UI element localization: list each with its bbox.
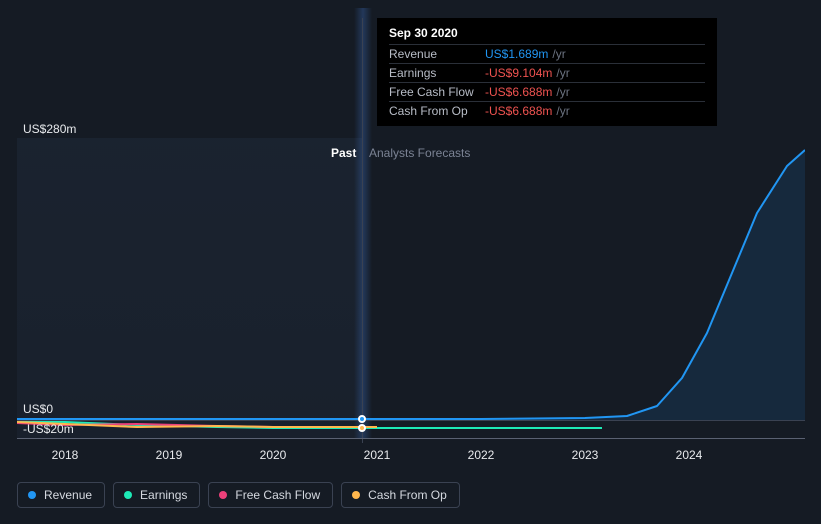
legend-item-earnings[interactable]: Earnings: [113, 482, 200, 508]
legend-label: Earnings: [140, 488, 187, 502]
legend-item-cash-from-op[interactable]: Cash From Op: [341, 482, 460, 508]
x-axis-line: [17, 438, 805, 439]
legend-dot: [352, 491, 360, 499]
zero-gridline: [17, 420, 805, 421]
tooltip-row-label: Cash From Op: [389, 104, 485, 118]
hover-marker: [358, 424, 366, 432]
tooltip-row-unit: /yr: [556, 85, 569, 99]
tooltip-row-unit: /yr: [552, 47, 565, 61]
legend-item-free-cash-flow[interactable]: Free Cash Flow: [208, 482, 333, 508]
tooltip-row-label: Earnings: [389, 66, 485, 80]
series-lines: [17, 138, 805, 438]
tooltip-row-value: US$1.689m: [485, 47, 548, 61]
tooltip-row-value: -US$6.688m: [485, 85, 552, 99]
x-axis-label: 2023: [572, 448, 599, 462]
chart-legend: Revenue Earnings Free Cash Flow Cash From O…: [17, 482, 460, 508]
tooltip-row-unit: /yr: [556, 104, 569, 118]
forecast-label: Analysts Forecasts: [369, 146, 470, 160]
y-axis-label: US$280m: [23, 122, 76, 136]
legend-dot: [124, 491, 132, 499]
legend-label: Cash From Op: [368, 488, 447, 502]
past-future-divider: [362, 18, 363, 443]
plot-area[interactable]: [17, 138, 805, 438]
tooltip-row-unit: /yr: [556, 66, 569, 80]
y-axis-label: US$0: [23, 402, 53, 416]
tooltip-row: RevenueUS$1.689m/yr: [389, 44, 705, 63]
legend-dot: [28, 491, 36, 499]
tooltip-row-value: -US$9.104m: [485, 66, 552, 80]
past-label: Past: [331, 146, 356, 160]
legend-dot: [219, 491, 227, 499]
tooltip-row-label: Revenue: [389, 47, 485, 61]
x-axis-label: 2020: [260, 448, 287, 462]
legend-label: Revenue: [44, 488, 92, 502]
tooltip-row: Free Cash Flow-US$6.688m/yr: [389, 82, 705, 101]
data-tooltip: Sep 30 2020 RevenueUS$1.689m/yrEarnings-…: [377, 18, 717, 126]
x-axis-label: 2018: [52, 448, 79, 462]
tooltip-row: Earnings-US$9.104m/yr: [389, 63, 705, 82]
legend-label: Free Cash Flow: [235, 488, 320, 502]
tooltip-row: Cash From Op-US$6.688m/yr: [389, 101, 705, 120]
financial-chart: Past Analysts Forecasts US$280m US$0 -US$2…: [17, 0, 805, 468]
x-axis-label: 2024: [676, 448, 703, 462]
x-axis-label: 2022: [468, 448, 495, 462]
tooltip-date: Sep 30 2020: [389, 26, 705, 44]
x-axis-label: 2021: [364, 448, 391, 462]
tooltip-row-value: -US$6.688m: [485, 104, 552, 118]
hover-marker: [358, 415, 366, 423]
legend-item-revenue[interactable]: Revenue: [17, 482, 105, 508]
y-axis-label: -US$20m: [23, 422, 74, 436]
tooltip-row-label: Free Cash Flow: [389, 85, 485, 99]
x-axis-label: 2019: [156, 448, 183, 462]
